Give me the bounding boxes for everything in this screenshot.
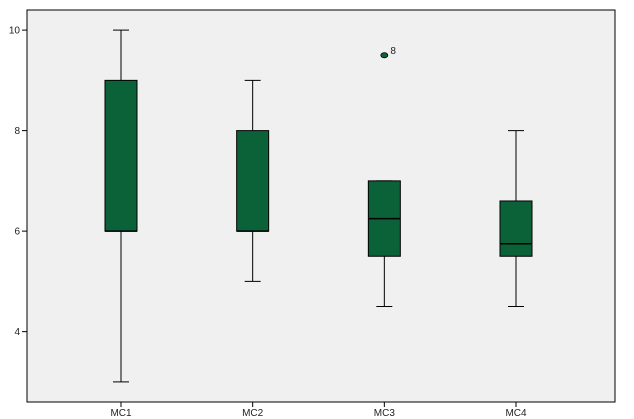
box-mc2 (236, 79, 270, 282)
outlier-label: 8 (390, 46, 396, 57)
x-tick-label-mc2: MC2 (242, 408, 264, 419)
y-tick-label: 8 (14, 126, 20, 137)
x-tick-label-mc1: MC1 (110, 408, 132, 419)
y-tick-label: 4 (14, 327, 20, 338)
y-tick-label: 10 (9, 26, 21, 37)
iqr-box (104, 79, 138, 232)
outlier-point (380, 52, 389, 59)
x-tick-label-mc4: MC4 (505, 408, 527, 419)
boxes-group: 8 (104, 29, 533, 383)
x-tick-label-mc3: MC3 (374, 408, 396, 419)
box-mc4 (499, 130, 533, 308)
y-tick-label: 6 (14, 227, 20, 238)
y-axis: 4 6 8 10 (9, 26, 27, 338)
box-mc3: 8 (367, 46, 401, 308)
iqr-box (236, 130, 270, 232)
iqr-box (499, 200, 533, 257)
x-axis: MC1 MC2 MC3 MC4 (110, 402, 527, 419)
box-mc1 (104, 29, 138, 383)
